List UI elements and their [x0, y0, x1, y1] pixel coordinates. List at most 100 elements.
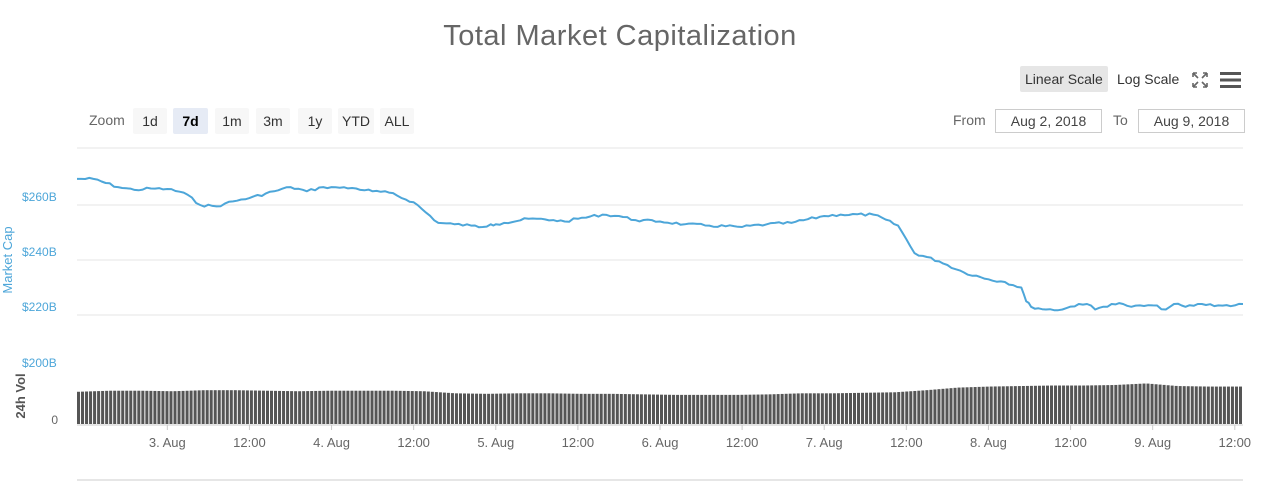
volume-bar: [458, 393, 462, 424]
volume-bar: [475, 393, 479, 424]
volume-bar: [857, 392, 861, 424]
volume-bar: [402, 390, 406, 424]
volume-bar: [897, 392, 901, 424]
volume-bar: [249, 390, 253, 424]
volume-bar: [804, 393, 808, 424]
volume-bar: [933, 389, 937, 424]
zoom-3m-button[interactable]: 3m: [256, 108, 290, 134]
from-date-input[interactable]: Aug 2, 2018: [995, 109, 1102, 133]
volume-bar: [225, 390, 229, 424]
linear-scale-button[interactable]: Linear Scale: [1020, 66, 1108, 92]
zoom-ytd-button[interactable]: YTD: [338, 108, 374, 134]
hamburger-menu-icon[interactable]: [1220, 70, 1242, 90]
volume-bar: [977, 386, 981, 424]
volume-bar: [680, 394, 684, 424]
volume-bar: [889, 392, 893, 424]
x-tick-label: 12:00: [726, 435, 759, 450]
volume-bar: [1238, 386, 1242, 424]
volume-bar: [1054, 385, 1058, 424]
volume-bar: [603, 393, 607, 424]
volume-bar: [1182, 386, 1186, 424]
volume-bar: [454, 393, 458, 424]
zoom-7d-button[interactable]: 7d: [173, 108, 208, 134]
volume-bar: [1114, 384, 1118, 424]
volume-bar: [1226, 386, 1230, 424]
volume-bar: [551, 393, 555, 424]
volume-bar: [643, 394, 647, 424]
volume-bar: [1033, 385, 1037, 424]
volume-bar: [772, 394, 776, 424]
volume-bar: [1021, 385, 1025, 424]
volume-bar: [555, 393, 559, 424]
volume-bar: [487, 393, 491, 424]
volume-bar: [217, 390, 221, 424]
volume-bar: [1234, 386, 1238, 424]
x-tick-label: 4. Aug: [313, 435, 350, 450]
zoom-all-button[interactable]: ALL: [380, 108, 414, 134]
volume-bar: [736, 394, 740, 424]
volume-bar: [221, 390, 225, 424]
volume-bar: [1206, 386, 1210, 424]
volume-bar: [269, 390, 274, 424]
volume-bar: [800, 393, 804, 424]
volume-bar: [462, 393, 467, 424]
volume-bar: [286, 391, 290, 424]
zoom-1d-button[interactable]: 1d: [133, 108, 167, 134]
volume-bar: [1154, 384, 1158, 424]
volume-bar: [591, 393, 595, 424]
volume-bar: [1094, 385, 1098, 424]
volume-bar: [261, 390, 265, 424]
volume-bar: [519, 393, 523, 424]
volume-bar: [820, 393, 824, 424]
volume-bar: [595, 393, 599, 424]
volume-bar: [1070, 385, 1074, 424]
volume-bar: [836, 393, 840, 424]
volume-bar: [692, 394, 696, 424]
volume-bar: [587, 393, 591, 424]
volume-bar: [664, 394, 668, 424]
volume-bar: [117, 390, 121, 424]
volume-bar: [989, 386, 993, 424]
volume-bar: [245, 390, 249, 424]
volume-bar: [177, 391, 181, 424]
volume-bar: [338, 390, 342, 424]
volume-bar: [302, 391, 306, 424]
volume-bar: [153, 390, 157, 424]
log-scale-button[interactable]: Log Scale: [1117, 71, 1180, 87]
volume-bar: [354, 390, 358, 424]
volume-bar: [386, 390, 390, 424]
volume-bar: [1062, 385, 1066, 424]
volume-bar: [257, 390, 261, 424]
volume-bar: [1162, 384, 1166, 424]
volume-bar: [893, 392, 897, 424]
volume-bar: [233, 390, 237, 424]
volume-bar: [760, 394, 764, 424]
volume-bar: [1001, 386, 1005, 424]
zoom-1y-button[interactable]: 1y: [298, 108, 332, 134]
volume-bar: [334, 390, 338, 424]
volume-bar: [450, 393, 454, 424]
volume-bar: [265, 390, 269, 424]
volume-bar: [1210, 386, 1214, 424]
zoom-label: Zoom: [89, 112, 125, 128]
volume-bar: [193, 390, 197, 424]
volume-bar: [253, 390, 257, 424]
zoom-1m-button[interactable]: 1m: [215, 108, 249, 134]
volume-bar: [672, 394, 676, 424]
volume-bar: [507, 393, 511, 424]
volume-bar: [346, 390, 350, 424]
volume-bar: [635, 394, 639, 424]
volume-bar: [1130, 384, 1134, 424]
to-date-input[interactable]: Aug 9, 2018: [1138, 109, 1245, 133]
volume-bar: [704, 394, 708, 424]
volume-bar: [1134, 383, 1138, 424]
volume-bar: [1045, 385, 1050, 424]
volume-bar: [137, 390, 141, 424]
volume-bar: [1126, 384, 1130, 424]
volume-bar: [1110, 385, 1114, 424]
volume-bar: [905, 391, 909, 424]
fullscreen-icon[interactable]: [1190, 70, 1210, 90]
volume-bar: [708, 394, 712, 424]
volume-bar: [909, 391, 913, 424]
chart-title: Total Market Capitalization: [443, 20, 797, 52]
